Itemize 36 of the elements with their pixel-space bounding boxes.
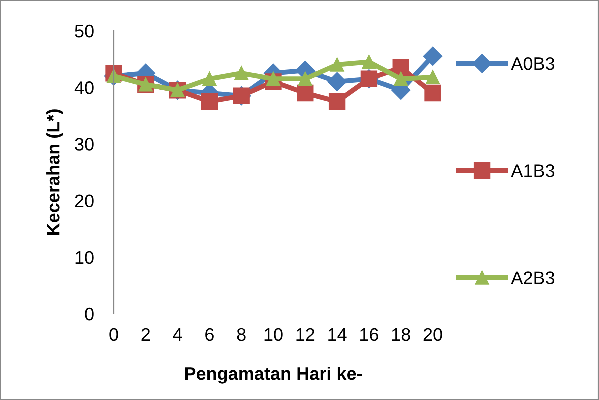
point bbox=[234, 66, 249, 80]
x-tick-label: 6 bbox=[206, 328, 214, 342]
y-tick-label: 10 bbox=[76, 251, 94, 264]
x-axis-title: Pengamatan Hari ke- bbox=[185, 366, 362, 384]
legend-label: A2B3 bbox=[511, 272, 555, 284]
x-tick-label: 18 bbox=[392, 328, 410, 342]
point bbox=[423, 46, 443, 66]
y-tick-label: 50 bbox=[75, 24, 94, 38]
x-tick-label: 4 bbox=[173, 328, 182, 341]
legend-label: A0B3 bbox=[511, 57, 555, 70]
point bbox=[328, 72, 347, 92]
x-tick-label: 8 bbox=[237, 328, 246, 342]
point bbox=[426, 70, 440, 84]
x-tick-label: 14 bbox=[328, 328, 347, 341]
y-axis-title: Kecerahan (L*) bbox=[46, 110, 64, 236]
y-tick-label: 30 bbox=[75, 138, 94, 151]
y-tick-label: 40 bbox=[74, 82, 94, 94]
point bbox=[394, 72, 408, 86]
point bbox=[328, 93, 346, 110]
x-tick-label: 12 bbox=[296, 328, 315, 341]
point bbox=[298, 72, 312, 86]
point bbox=[202, 72, 217, 86]
x-tick-label: 0 bbox=[110, 328, 118, 342]
point bbox=[362, 55, 376, 70]
x-tick-label: 2 bbox=[142, 328, 150, 341]
legend-label: A1B3 bbox=[511, 164, 555, 178]
point bbox=[330, 58, 344, 72]
x-tick-label: 16 bbox=[360, 328, 378, 342]
y-tick-label: 0 bbox=[85, 308, 94, 321]
x-tick-label: 20 bbox=[424, 328, 442, 342]
point bbox=[297, 84, 314, 102]
point bbox=[266, 72, 280, 86]
point bbox=[201, 93, 218, 110]
y-tick-label: 20 bbox=[75, 194, 94, 208]
x-tick-label: 10 bbox=[264, 328, 283, 342]
point bbox=[424, 84, 442, 102]
